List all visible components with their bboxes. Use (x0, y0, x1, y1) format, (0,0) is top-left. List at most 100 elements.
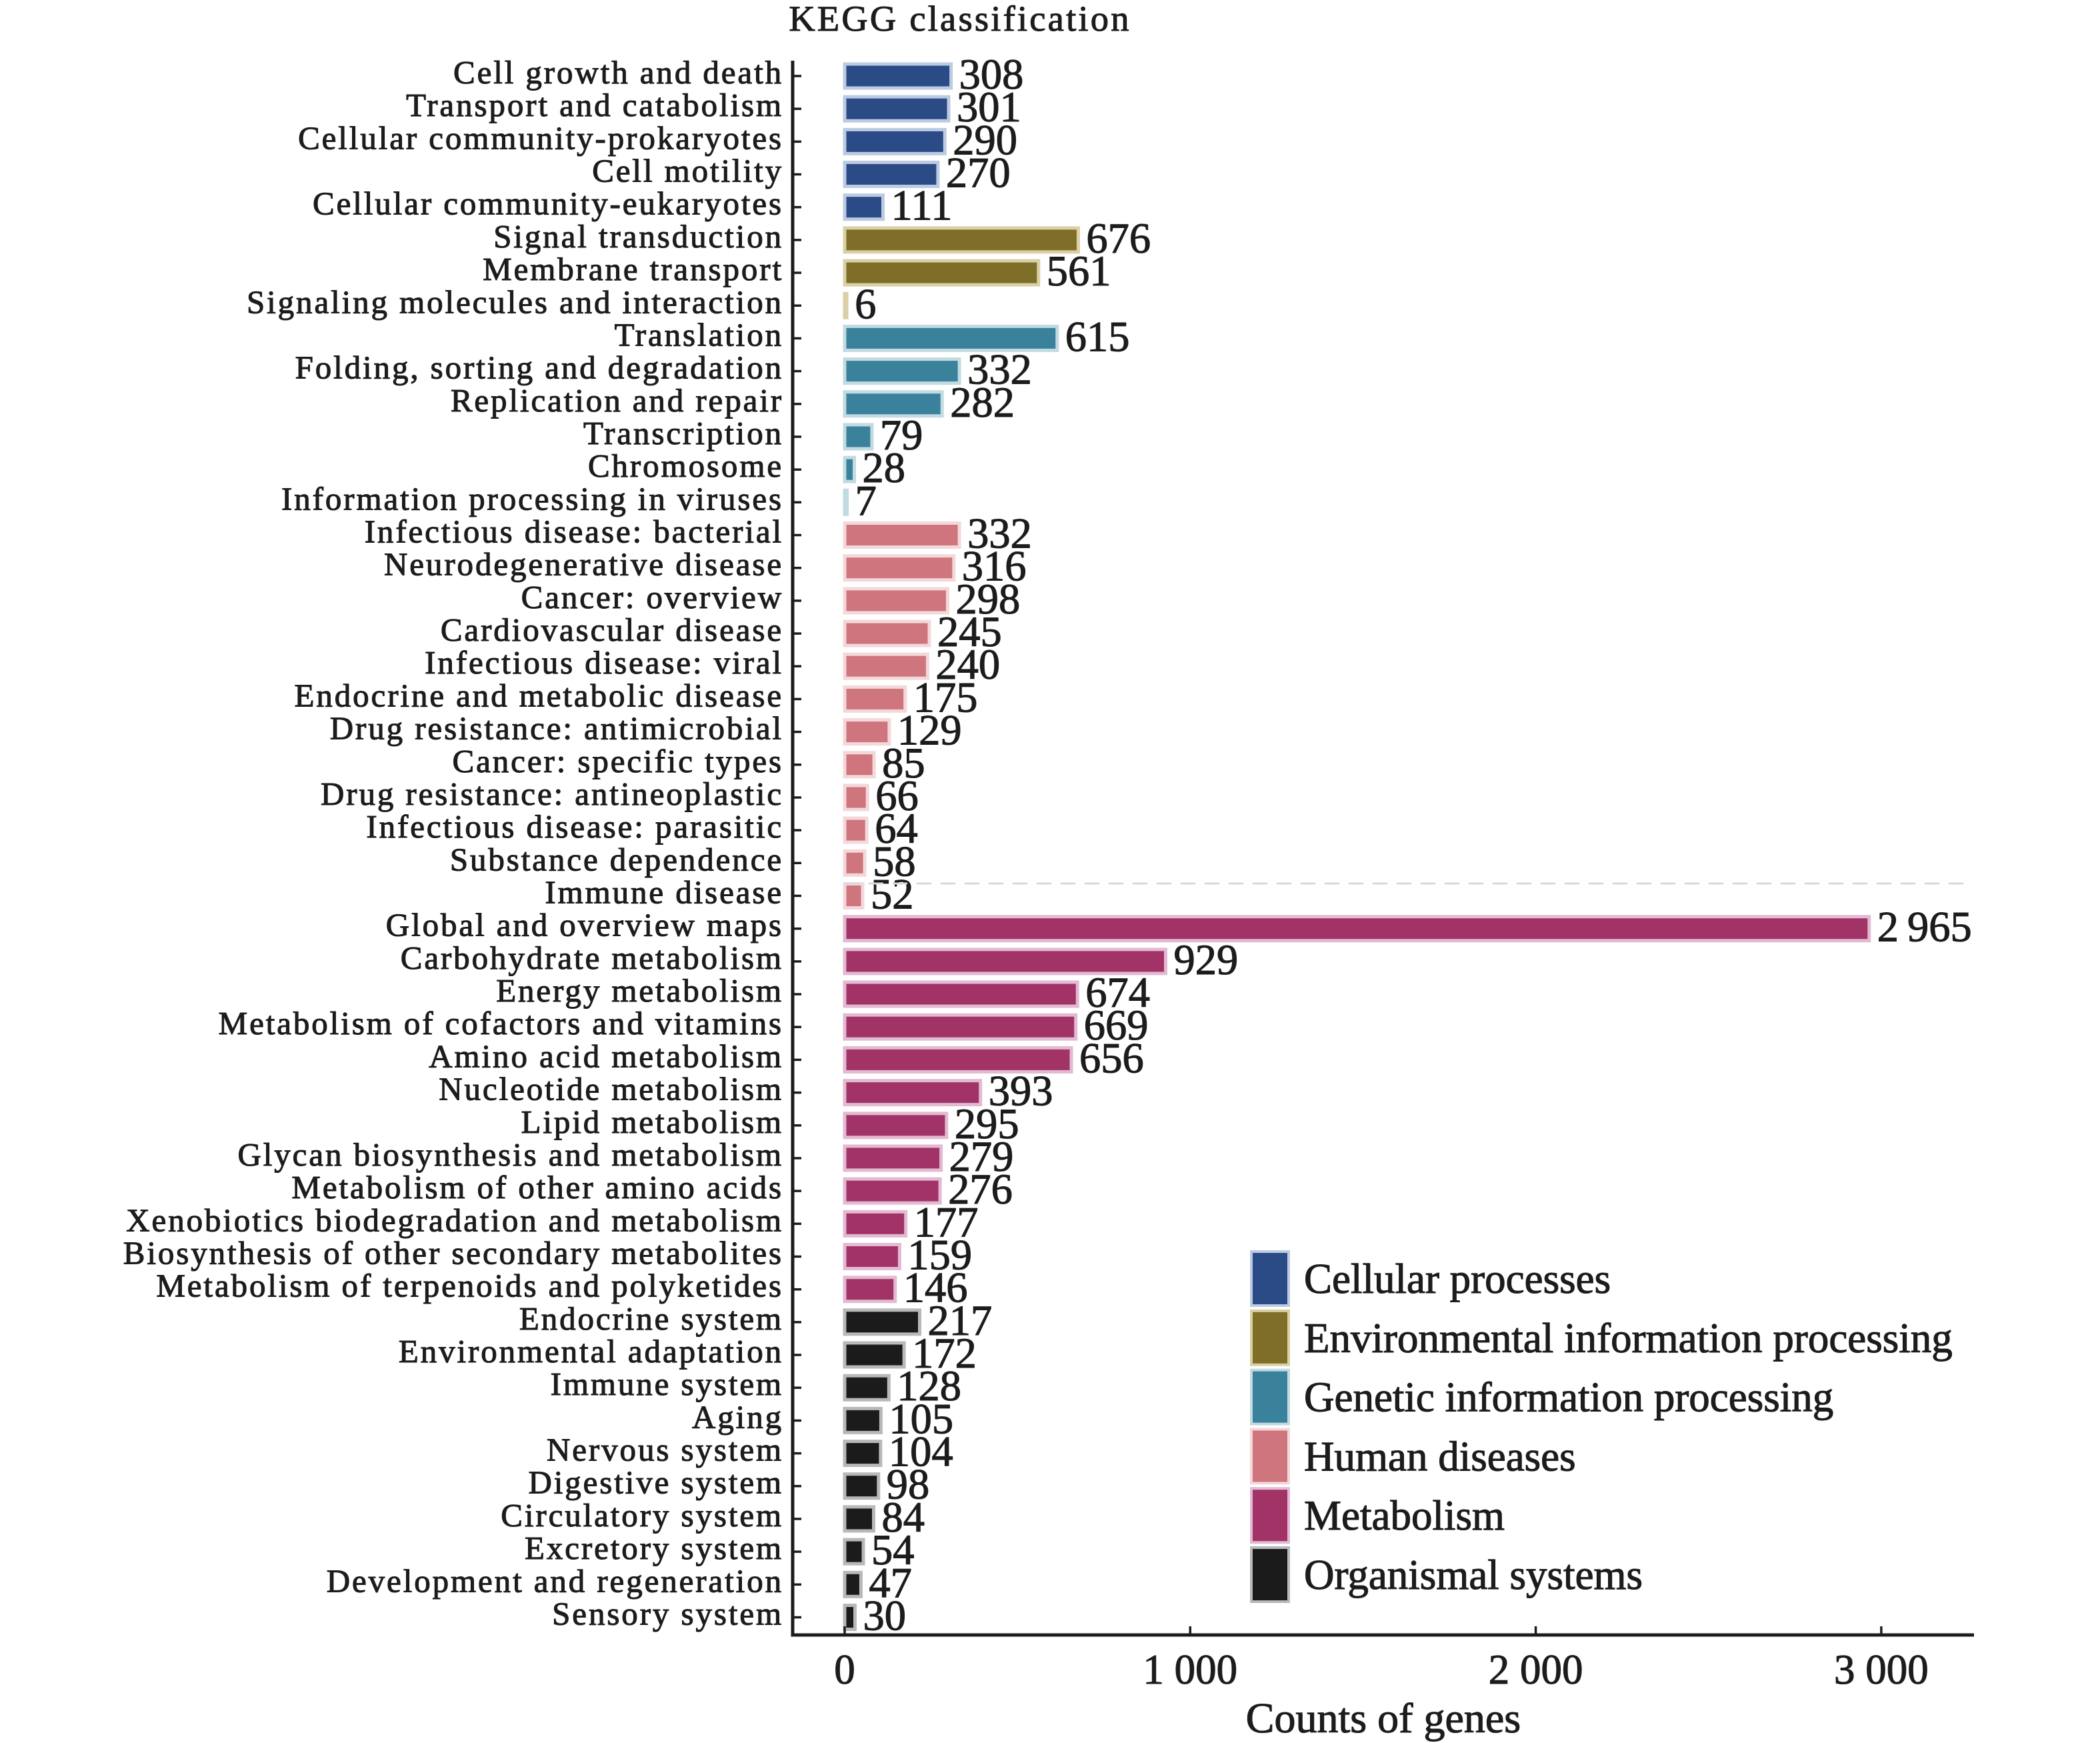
svg-text:Substance dependence: Substance dependence (450, 841, 783, 878)
svg-text:674: 674 (1085, 969, 1150, 1016)
svg-text:47: 47 (869, 1559, 912, 1606)
svg-text:282: 282 (950, 379, 1015, 426)
svg-text:Nucleotide metabolism: Nucleotide metabolism (439, 1071, 783, 1108)
svg-text:Endocrine and metabolic diseas: Endocrine and metabolic disease (295, 677, 783, 713)
svg-text:332: 332 (967, 510, 1032, 557)
svg-text:Metabolism: Metabolism (1304, 1492, 1505, 1539)
svg-text:52: 52 (871, 871, 914, 918)
svg-text:615: 615 (1065, 313, 1130, 360)
svg-text:Excretory system: Excretory system (525, 1530, 783, 1566)
svg-text:290: 290 (953, 116, 1017, 163)
svg-text:7: 7 (855, 477, 877, 524)
svg-text:79: 79 (880, 411, 923, 459)
svg-text:Neurodegenerative disease: Neurodegenerative disease (384, 546, 783, 583)
svg-text:104: 104 (889, 1428, 953, 1476)
svg-text:308: 308 (959, 51, 1024, 98)
svg-text:Immune disease: Immune disease (545, 874, 783, 911)
svg-text:Transcription: Transcription (583, 415, 783, 451)
svg-text:Cardiovascular disease: Cardiovascular disease (441, 611, 783, 648)
svg-text:Signaling molecules and intera: Signaling molecules and interaction (247, 283, 783, 320)
svg-text:Nervous system: Nervous system (547, 1432, 783, 1468)
svg-text:30: 30 (863, 1592, 907, 1640)
svg-text:2 000: 2 000 (1489, 1646, 1583, 1693)
svg-text:Drug resistance: antineoplasti: Drug resistance: antineoplastic (321, 775, 783, 812)
svg-text:Cellular processes: Cellular processes (1304, 1256, 1611, 1302)
svg-text:146: 146 (903, 1264, 968, 1312)
svg-text:Glycan biosynthesis and metabo: Glycan biosynthesis and metabolism (237, 1136, 783, 1173)
svg-text:676: 676 (1086, 215, 1151, 262)
svg-text:279: 279 (949, 1133, 1014, 1180)
svg-text:245: 245 (937, 608, 1002, 655)
svg-text:Human diseases: Human diseases (1304, 1433, 1576, 1480)
svg-text:172: 172 (912, 1330, 977, 1377)
svg-text:Global and overview maps: Global and overview maps (386, 907, 783, 944)
svg-text:64: 64 (875, 805, 918, 852)
svg-text:Translation: Translation (615, 316, 783, 353)
svg-text:177: 177 (914, 1198, 979, 1246)
svg-text:Drug resistance: antimicrobial: Drug resistance: antimicrobial (330, 710, 783, 747)
svg-text:3 000: 3 000 (1834, 1646, 1929, 1693)
svg-text:Metabolism of terpenoids and p: Metabolism of terpenoids and polyketides (156, 1268, 783, 1304)
svg-text:295: 295 (955, 1100, 1019, 1148)
svg-text:1 000: 1 000 (1143, 1646, 1237, 1693)
svg-text:Aging: Aging (692, 1398, 783, 1435)
svg-text:Infectious disease: bacterial: Infectious disease: bacterial (365, 513, 783, 550)
svg-text:298: 298 (956, 575, 1021, 623)
svg-text:Cancer: overview: Cancer: overview (521, 579, 783, 615)
svg-text:159: 159 (907, 1232, 972, 1279)
svg-text:Cancer: specific types: Cancer: specific types (453, 743, 783, 779)
svg-text:Genetic information processing: Genetic information processing (1304, 1374, 1833, 1421)
svg-text:128: 128 (897, 1362, 961, 1410)
svg-text:Chromosome: Chromosome (588, 447, 783, 484)
svg-text:316: 316 (962, 543, 1027, 590)
svg-text:Xenobiotics biodegradation and: Xenobiotics biodegradation and metabolis… (126, 1202, 783, 1238)
svg-text:669: 669 (1084, 1002, 1149, 1049)
svg-text:270: 270 (946, 149, 1011, 197)
svg-text:Development and regeneration: Development and regeneration (327, 1562, 783, 1599)
svg-text:301: 301 (957, 83, 1021, 131)
svg-text:Energy metabolism: Energy metabolism (496, 972, 783, 1009)
svg-text:Carbohydrate metabolism: Carbohydrate metabolism (401, 940, 783, 976)
svg-text:Infectious disease: parasitic: Infectious disease: parasitic (366, 808, 783, 845)
svg-text:Metabolism of other amino acid: Metabolism of other amino acids (291, 1169, 783, 1206)
svg-text:Lipid metabolism: Lipid metabolism (521, 1104, 783, 1140)
svg-text:6: 6 (855, 280, 876, 327)
svg-text:332: 332 (967, 346, 1032, 393)
svg-text:129: 129 (897, 707, 962, 754)
svg-text:Signal transduction: Signal transduction (493, 218, 783, 255)
svg-text:KEGG classification: KEGG classification (789, 0, 1131, 39)
svg-text:98: 98 (887, 1461, 930, 1508)
svg-text:Membrane transport: Membrane transport (483, 251, 783, 287)
svg-text:54: 54 (871, 1526, 915, 1574)
svg-text:Digestive system: Digestive system (528, 1464, 783, 1501)
svg-text:2 965: 2 965 (1877, 904, 1972, 951)
svg-text:561: 561 (1047, 247, 1111, 295)
svg-text:Transport and catabolism: Transport and catabolism (406, 87, 783, 123)
svg-text:Environmental adaptation: Environmental adaptation (399, 1333, 783, 1370)
svg-text:929: 929 (1174, 936, 1239, 984)
svg-text:Sensory system: Sensory system (552, 1596, 783, 1632)
svg-text:58: 58 (873, 837, 916, 885)
svg-text:Organismal systems: Organismal systems (1304, 1552, 1643, 1598)
svg-text:240: 240 (935, 641, 1000, 688)
svg-text:Folding, sorting and degradati: Folding, sorting and degradation (295, 349, 783, 386)
svg-text:Endocrine system: Endocrine system (519, 1300, 783, 1337)
svg-text:85: 85 (882, 739, 925, 787)
svg-text:Amino acid metabolism: Amino acid metabolism (429, 1038, 783, 1074)
svg-text:656: 656 (1079, 1034, 1144, 1082)
svg-text:Cellular community-eukaryotes: Cellular community-eukaryotes (313, 185, 783, 222)
svg-text:Immune system: Immune system (551, 1366, 783, 1402)
svg-text:105: 105 (889, 1395, 953, 1442)
svg-text:Environmental information proc: Environmental information processing (1304, 1315, 1953, 1362)
svg-text:84: 84 (882, 1494, 925, 1541)
svg-text:393: 393 (989, 1068, 1053, 1115)
svg-text:Information processing in viru: Information processing in viruses (281, 480, 783, 517)
svg-text:Cellular community-prokaryotes: Cellular community-prokaryotes (298, 119, 783, 156)
svg-text:Counts of genes: Counts of genes (1246, 1694, 1521, 1742)
svg-text:Cell motility: Cell motility (592, 153, 783, 189)
svg-text:Biosynthesis of other secondar: Biosynthesis of other secondary metaboli… (123, 1235, 783, 1272)
svg-text:175: 175 (913, 673, 978, 721)
svg-text:217: 217 (928, 1297, 993, 1344)
svg-text:0: 0 (834, 1646, 855, 1693)
svg-text:Cell growth and death: Cell growth and death (453, 54, 783, 91)
